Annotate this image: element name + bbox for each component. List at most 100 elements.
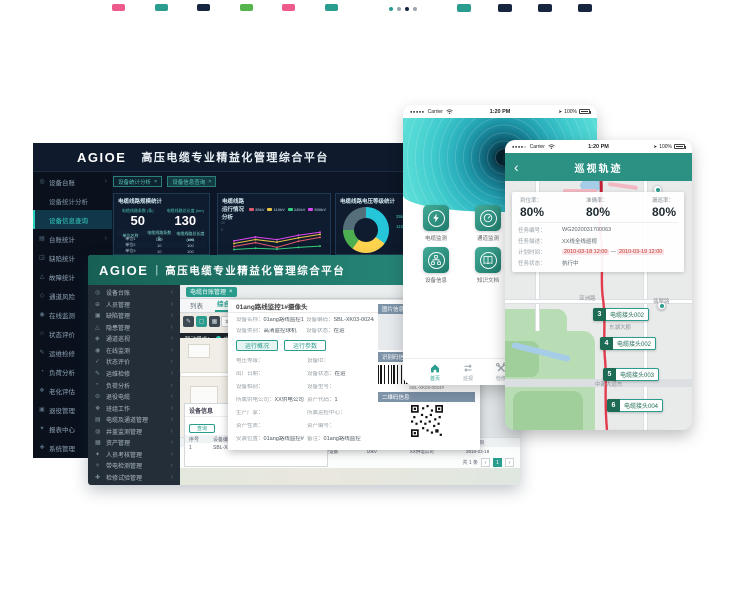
sidebar-item-label: 设备台账 <box>106 291 131 298</box>
webapp-sidebar-item[interactable]: ◍ 井盖监测管理 ‹ <box>88 425 180 437</box>
detail-field: 资产性质： <box>236 423 304 430</box>
webapp-sidebar-item[interactable]: ⊕ 人员管理 ‹ <box>88 299 180 311</box>
webapp-sidebar-item[interactable]: ▦ 资产管理 ‹ <box>88 437 180 449</box>
meta-field: 设备名称： 01ang路线监控1#摄像头 <box>236 317 304 324</box>
sidebar-item-icon: ◲ <box>39 255 45 261</box>
card-title: 01ang路线监控1#摄像头 <box>228 300 480 313</box>
scale-metrics: 电缆线路条数 (条) 50 电缆线路总长度 (km) 130 <box>114 208 209 228</box>
tab-home[interactable]: 首页 <box>420 362 450 382</box>
dashboard-logo: AGIOE <box>77 149 127 165</box>
tab-maintenance[interactable]: 检修 <box>486 362 516 382</box>
back-chevron-icon[interactable]: ‹ <box>514 159 519 175</box>
cell-unit: 单位3 <box>125 248 136 253</box>
chevron-left-icon: ‹ <box>170 381 173 389</box>
webapp-sidebar-item[interactable]: △ 隐患管理 ‹ <box>88 322 180 334</box>
tile-device-info[interactable] <box>423 247 449 273</box>
sidebar-item-icon: ▦ <box>95 440 101 447</box>
map-tool-button[interactable]: ▢ <box>196 316 207 327</box>
sidebar-item-label: 检修试验管理 <box>106 475 143 482</box>
decor-chip <box>197 4 210 11</box>
fields-right: 设备ID： 设备状态： 在运 设备型号： <box>307 358 375 443</box>
chevron-left-icon: ‹ <box>170 416 173 424</box>
dashboard-sidebar-item[interactable]: ◎ 设备台账 › <box>33 172 112 191</box>
dashboard-tab[interactable]: 设备统计分析 × <box>113 176 163 187</box>
legend-label: 220kV <box>293 206 306 212</box>
line-chart <box>233 231 321 251</box>
battery-percent: 100% <box>659 143 672 150</box>
tab-patrol[interactable]: 巡视 <box>453 362 483 382</box>
webapp-sidebar-item[interactable]: ◎ 设备台账 ‹ <box>88 287 180 299</box>
table-cell: XX供电公司 <box>409 448 434 454</box>
stat-value: 80% <box>585 205 611 219</box>
legend-swatch <box>249 207 255 211</box>
webapp-sidebar-item[interactable]: ▤ 电缆及通道管理 ‹ <box>88 414 180 426</box>
current-page-button[interactable]: 1 <box>493 458 502 467</box>
nav-title: 巡视轨迹 <box>574 163 623 175</box>
sidebar-item-label: 井盖监测管理 <box>106 429 143 436</box>
field-label: 所属运检中心： <box>307 410 346 416</box>
close-icon[interactable]: × <box>154 178 158 185</box>
webapp-sidebar-item[interactable]: ◈ 通道巡视 ‹ <box>88 333 180 345</box>
table-cell: 10kV <box>366 449 377 454</box>
webapp-sidebar-item[interactable]: ▣ 缺陷管理 ‹ <box>88 310 180 322</box>
sidebar-item-label: 缺陷统计 <box>49 255 75 263</box>
webapp-sidebar-item[interactable]: ✚ 检修试验管理 ‹ <box>88 472 180 484</box>
patrol-map[interactable]: 到位率： 80% 准确率： 80% 漏巡率： 80% <box>505 181 692 430</box>
location-arrow-icon: ➤ <box>653 143 658 149</box>
table-header-cell: 电缆线路条数 (条) <box>147 230 172 241</box>
close-icon[interactable]: × <box>229 288 233 295</box>
query-button[interactable]: 查询 <box>189 424 216 433</box>
dashboard-sidebar-item[interactable]: 设备信息查询 <box>33 210 112 229</box>
chart-legend: 35kV 110kV 220kV <box>249 207 326 212</box>
chevron-left-icon: ‹ <box>170 335 173 343</box>
page-chip[interactable]: 电缆台账管理 × <box>186 286 237 297</box>
dashboard-sidebar-item[interactable]: 设备统计分析 <box>33 191 112 210</box>
map-road <box>643 181 648 430</box>
prev-page-button[interactable]: ‹ <box>481 458 490 467</box>
tile-channel-monitoring[interactable] <box>475 205 501 231</box>
cable-joint-badge[interactable]: 6 电缆接头004 <box>607 399 664 412</box>
webapp-sidebar-item[interactable]: ✓ 状态评价 ‹ <box>88 356 180 368</box>
meta-field: 设备类别： 高清监控球机 <box>236 328 304 335</box>
webapp-sidebar-item[interactable]: ✎ 运维检修 ‹ <box>88 368 180 380</box>
map-tool-button[interactable]: ✎ <box>183 316 194 327</box>
cable-joint-badge[interactable]: 5 电缆接头003 <box>603 368 660 381</box>
cell-count: 10 <box>157 236 162 242</box>
webapp-sidebar-item[interactable]: ◉ 在线监测 ‹ <box>88 345 180 357</box>
map-building <box>188 344 210 358</box>
map-tool-button[interactable]: ▦ <box>209 316 220 327</box>
cable-joint-badge[interactable]: 3 电缆接头002 <box>593 308 650 321</box>
metric: 电缆线路总长度 (km) 130 <box>162 208 210 228</box>
map-park-dark <box>513 391 583 430</box>
map-marker[interactable] <box>657 301 666 310</box>
badge-label: 电缆接头004 <box>620 399 664 412</box>
chevron-left-icon: ‹ <box>170 289 173 297</box>
sidebar-item-label: 故障统计 <box>49 274 75 282</box>
sidebar-item-icon: ✚ <box>95 474 101 481</box>
tile-cable-monitoring[interactable] <box>423 205 449 231</box>
close-icon[interactable]: × <box>208 178 212 185</box>
decor-chip <box>578 4 592 12</box>
road-label: 东湖大郡 <box>609 325 632 331</box>
table-row: 单位1 10 100 <box>117 236 206 242</box>
field-label: 设备状态： <box>306 328 334 334</box>
next-page-button[interactable]: › <box>505 458 514 467</box>
list-cell: 1 <box>189 444 192 451</box>
webapp-sidebar-item[interactable]: ✦ 人员考核管理 ‹ <box>88 448 180 460</box>
dashboard-tab[interactable]: 设备信息查询 × <box>167 176 217 187</box>
webapp-sidebar-item[interactable]: ◔ 负荷分析 ‹ <box>88 379 180 391</box>
stat-label: 准确率： <box>585 198 608 204</box>
webapp-sidebar-item[interactable]: ❖ 班组工作 ‹ <box>88 402 180 414</box>
webapp-sidebar-item[interactable]: ✧ 带电检测管理 ‹ <box>88 460 180 472</box>
cable-joint-badge[interactable]: 4 电缆接头002 <box>600 337 657 350</box>
webapp-sidebar-item[interactable]: ⊘ 退役电缆 ‹ <box>88 391 180 403</box>
overview-button[interactable]: 运行概况 <box>236 340 279 351</box>
tile-knowledge-docs[interactable] <box>475 247 501 273</box>
sidebar-item-label: 系统管理 <box>49 445 75 453</box>
book-icon <box>479 251 497 269</box>
sidebar-item-label: 在线监测 <box>106 348 131 355</box>
dashboard-sidebar-item[interactable]: ▤ 台账统计 › <box>33 229 112 248</box>
view-tab[interactable]: 列表 <box>188 300 205 312</box>
params-button[interactable]: 运行参数 <box>284 340 327 351</box>
logo-divider: | <box>155 264 159 276</box>
